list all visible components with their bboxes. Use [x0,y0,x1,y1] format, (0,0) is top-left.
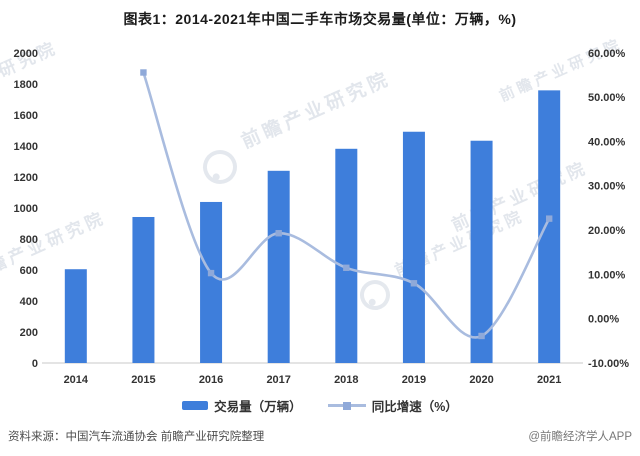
x-axis-label-2017: 2017 [266,374,290,386]
bar-2016 [200,201,223,363]
bar-2014 [64,269,87,363]
bar-2017 [267,170,290,363]
x-axis-label-2019: 2019 [402,374,426,386]
y-axis-left-tick: 1800 [14,79,38,91]
legend-line-swatch [327,401,366,410]
y-axis-left-tick: 1200 [14,172,38,184]
x-axis-label-2018: 2018 [334,374,358,386]
y-axis-left-tick: 1000 [14,203,38,215]
y-axis-left-tick: 1600 [14,110,38,122]
growth-marker-2020 [478,332,485,340]
bar-2018 [335,148,358,363]
y-axis-right-tick: 40.00% [588,136,626,148]
legend-bar-swatch [182,401,209,410]
y-axis-right-tick: 20.00% [588,225,626,237]
y-axis-left-tick: 2000 [14,48,38,60]
source-note: 资料来源：中国汽车流通协会 前瞻产业研究院整理 [8,431,265,443]
y-axis-right-tick: 10.00% [588,269,626,281]
y-axis-left-tick: 0 [32,358,38,370]
legend-label-growth: 同比增速（%） [371,400,458,414]
y-axis-right-tick: -10.00% [588,358,629,370]
x-axis-label-2020: 2020 [469,374,493,386]
y-axis-left-tick: 800 [20,234,38,246]
growth-marker-2021 [545,215,553,222]
chart-canvas: 0 200 400 600 800 1000 1200 1400 1600 1800 2000 -10… [14,48,630,386]
y-axis-left-tick: 200 [20,327,38,339]
y-axis-right-tick: 30.00% [588,181,626,193]
legend-label-volume: 交易量（万辆） [214,400,302,414]
growth-marker-2016 [207,269,215,277]
y-axis-right-tick: 50.00% [588,92,626,104]
bar-2015 [132,216,155,363]
app-credit: @前瞻经济学人APP [528,431,632,443]
chart-legend: 交易量（万辆） 同比增速（%） [0,396,640,415]
y-axis-left-tick: 400 [20,296,38,308]
growth-marker-2019 [410,280,418,287]
y-axis-left-tick: 1400 [14,141,38,153]
x-axis-label-2021: 2021 [537,374,561,386]
growth-marker-2018 [343,264,350,271]
x-axis-label-2014: 2014 [64,374,89,386]
growth-marker-2017 [275,230,282,237]
legend-item-volume: 交易量（万辆） [182,396,302,415]
y-axis-left-tick: 600 [20,265,38,277]
bar-2021 [538,90,561,363]
bar-2019 [402,131,425,363]
bar-2020 [470,140,493,363]
chart-title: 图表1：2014-2021年中国二手车市场交易量(单位：万辆，%) [123,11,517,27]
y-axis-right-tick: 60.00% [588,48,626,60]
growth-marker-2015 [140,69,147,76]
legend-line-marker-icon [342,401,351,410]
chart-footer: 资料来源：中国汽车流通协会 前瞻产业研究院整理 @前瞻经济学人APP [0,428,640,444]
y-axis-right-tick: 0.00% [588,314,619,326]
legend-item-growth: 同比增速（%） [327,396,458,415]
x-axis-label-2015: 2015 [131,374,155,386]
x-axis-label-2016: 2016 [199,374,223,386]
